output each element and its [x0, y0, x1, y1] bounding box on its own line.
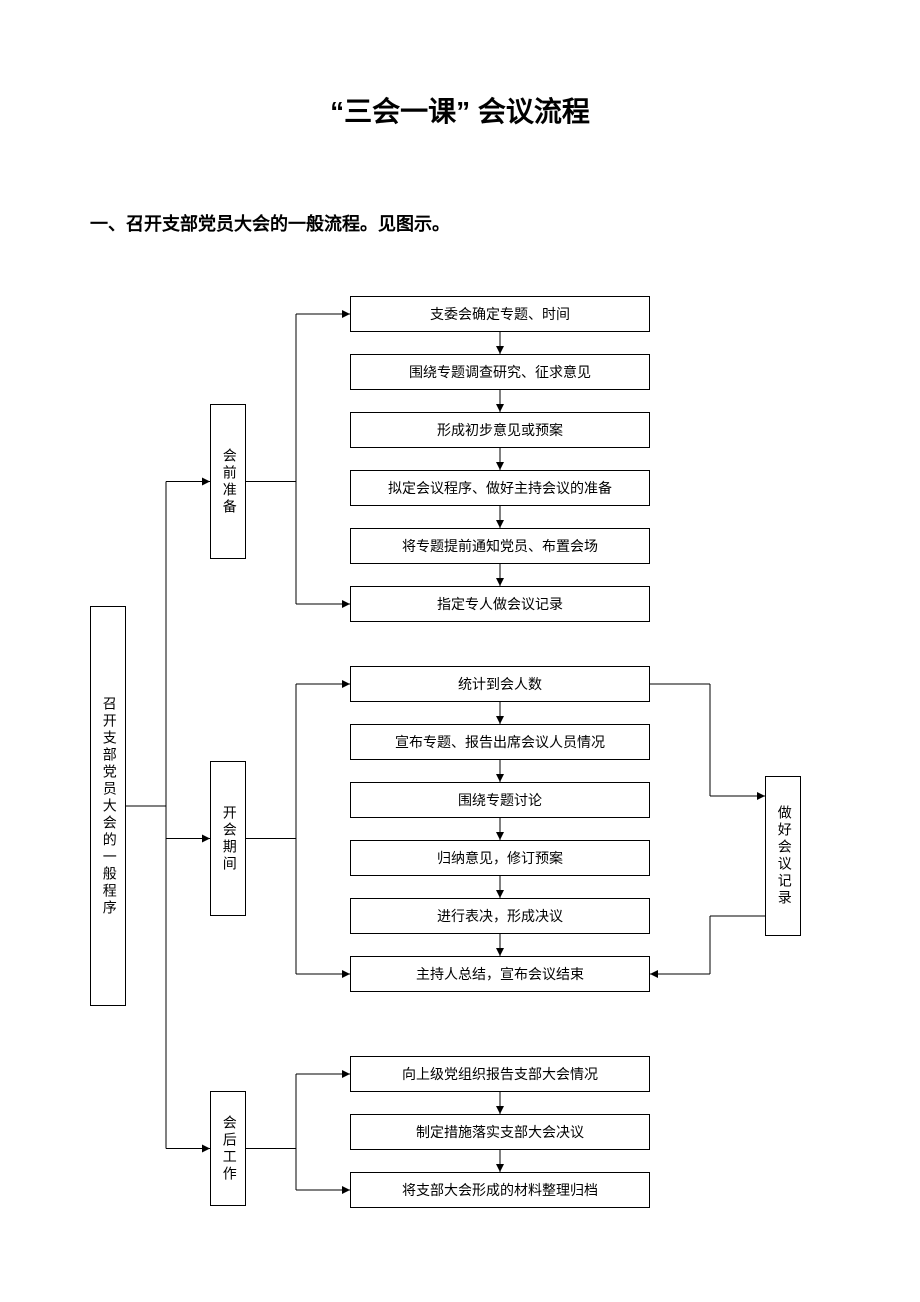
- flow-phase-3: 会后工作: [210, 1091, 246, 1206]
- flow-main-box: 召开支部党员大会的一般程序: [90, 606, 126, 1006]
- flow-step: 归纳意见，修订预案: [350, 840, 650, 876]
- flow-step: 支委会确定专题、时间: [350, 296, 650, 332]
- flow-step: 将支部大会形成的材料整理归档: [350, 1172, 650, 1208]
- flow-phase-2: 开会期间: [210, 761, 246, 916]
- section-heading: 一、召开支部党员大会的一般流程。见图示。: [90, 210, 830, 236]
- flow-step: 形成初步意见或预案: [350, 412, 650, 448]
- flow-step: 宣布专题、报告出席会议人员情况: [350, 724, 650, 760]
- flow-step: 主持人总结，宣布会议结束: [350, 956, 650, 992]
- flow-step: 指定专人做会议记录: [350, 586, 650, 622]
- flow-step: 将专题提前通知党员、布置会场: [350, 528, 650, 564]
- flow-step: 向上级党组织报告支部大会情况: [350, 1056, 650, 1092]
- flow-step: 制定措施落实支部大会决议: [350, 1114, 650, 1150]
- flow-step: 围绕专题讨论: [350, 782, 650, 818]
- flow-step: 围绕专题调查研究、征求意见: [350, 354, 650, 390]
- flow-step: 拟定会议程序、做好主持会议的准备: [350, 470, 650, 506]
- flow-step: 进行表决，形成决议: [350, 898, 650, 934]
- flow-phase-1: 会前准备: [210, 404, 246, 559]
- flow-step: 统计到会人数: [350, 666, 650, 702]
- page-title: “三会一课” 会议流程: [90, 90, 830, 130]
- flowchart-diagram: 召开支部党员大会的一般程序 会前准备 开会期间 会后工作 做好会议记录 支委会确…: [90, 296, 830, 1226]
- flow-side-box: 做好会议记录: [765, 776, 801, 936]
